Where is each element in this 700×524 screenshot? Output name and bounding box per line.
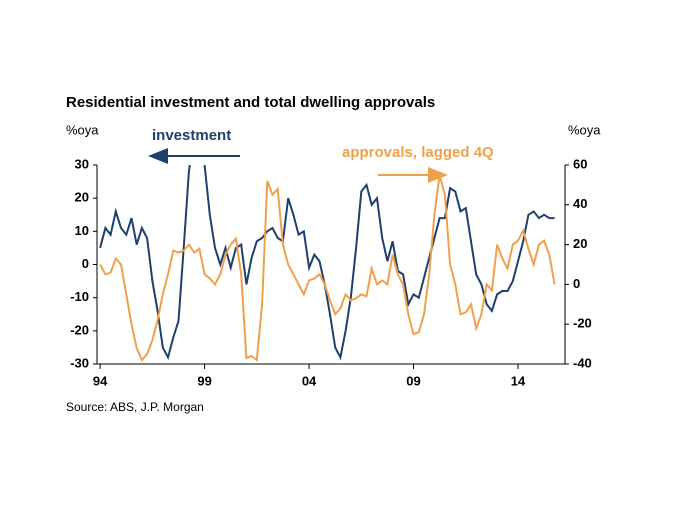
y2-tick-label: 20 xyxy=(573,236,587,251)
chart-title: Residential investment and total dwellin… xyxy=(66,94,435,111)
annotation: approvals, lagged 4Q xyxy=(342,144,494,161)
y2-tick-label: 60 xyxy=(573,156,587,171)
y2-tick-label: 40 xyxy=(573,196,587,211)
series-line xyxy=(99,165,555,361)
y-tick-label: 20 xyxy=(75,190,89,205)
y-tick-label: 0 xyxy=(82,256,89,271)
y2-tick-label: -40 xyxy=(573,355,592,370)
series-line xyxy=(99,174,556,362)
y2-axis-label: %oya xyxy=(568,122,601,137)
x-tick-label: 99 xyxy=(197,373,211,388)
source: Source: ABS, J.P. Morgan xyxy=(66,400,204,414)
x-tick-label: 09 xyxy=(406,373,420,388)
annotation: investment xyxy=(152,127,231,144)
y-tick-label: 30 xyxy=(75,156,89,171)
y-axis-label: %oya xyxy=(66,122,99,137)
y-tick-label: -10 xyxy=(70,289,89,304)
y2-tick-label: 0 xyxy=(573,276,580,291)
y-tick-label: -30 xyxy=(70,355,89,370)
y2-tick-label: -20 xyxy=(573,316,592,331)
x-tick-label: 04 xyxy=(302,373,317,388)
x-tick-label: 94 xyxy=(93,373,108,388)
x-tick-label: 14 xyxy=(511,373,526,388)
y-tick-label: 10 xyxy=(75,223,89,238)
y-tick-label: -20 xyxy=(70,322,89,337)
